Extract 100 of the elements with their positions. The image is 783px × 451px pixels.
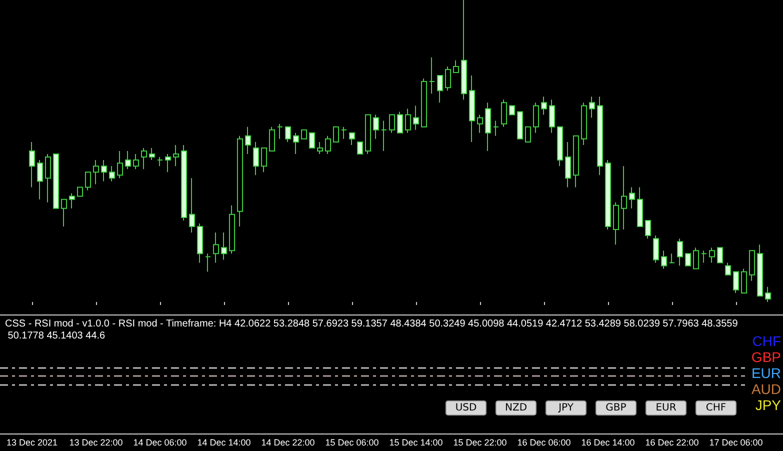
x-tick-label: 14 Dec 22:00 bbox=[261, 438, 315, 448]
x-tick-label: 17 Dec 06:00 bbox=[709, 438, 763, 448]
x-tick-label: 15 Dec 22:00 bbox=[453, 438, 507, 448]
candlestick bbox=[245, 126, 251, 155]
candlestick bbox=[749, 250, 755, 282]
candlestick bbox=[485, 102, 491, 152]
candlestick bbox=[621, 166, 627, 230]
candlestick bbox=[309, 132, 315, 148]
text: USD bbox=[455, 402, 477, 414]
candlestick bbox=[149, 147, 155, 161]
candlestick bbox=[661, 250, 667, 270]
candlestick bbox=[317, 141, 323, 155]
candlestick bbox=[421, 78, 427, 128]
candlestick bbox=[389, 114, 395, 134]
candlestick bbox=[645, 220, 651, 240]
candlestick bbox=[613, 202, 619, 246]
candlestick bbox=[493, 120, 499, 136]
candlestick bbox=[509, 105, 515, 116]
candlestick bbox=[525, 126, 531, 142]
candlestick bbox=[213, 232, 219, 264]
candlestick bbox=[589, 96, 595, 118]
candlestick bbox=[61, 198, 67, 227]
candlestick bbox=[77, 186, 83, 197]
candlestick bbox=[469, 75, 475, 142]
candlestick bbox=[229, 204, 235, 254]
candlestick bbox=[629, 186, 635, 209]
candlestick bbox=[717, 247, 723, 264]
candlestick bbox=[757, 244, 763, 296]
text: JPY bbox=[558, 402, 574, 414]
candlestick bbox=[429, 56, 435, 94]
candlestick bbox=[677, 238, 683, 266]
x-tick-label: 15 Dec 06:00 bbox=[325, 438, 379, 448]
candlestick bbox=[333, 126, 339, 142]
candlestick bbox=[285, 126, 291, 142]
candlestick bbox=[85, 172, 91, 191]
candlestick bbox=[565, 141, 571, 188]
text: CHF bbox=[706, 402, 726, 414]
x-tick-label: 14 Dec 06:00 bbox=[133, 438, 187, 448]
candlestick bbox=[109, 166, 115, 182]
candlestick bbox=[117, 150, 123, 179]
candlestick bbox=[501, 99, 507, 128]
candlestick bbox=[445, 66, 451, 92]
text: CHF bbox=[752, 333, 782, 349]
candlestick bbox=[269, 126, 275, 152]
candlestick bbox=[397, 111, 403, 134]
candlestick bbox=[597, 96, 603, 176]
candlestick bbox=[733, 271, 739, 294]
candlestick bbox=[709, 247, 715, 264]
candlestick bbox=[157, 156, 163, 167]
text: AUD bbox=[751, 381, 782, 397]
candlestick bbox=[437, 75, 443, 104]
candlestick bbox=[365, 114, 371, 155]
candlestick bbox=[189, 178, 195, 234]
candlestick bbox=[413, 105, 419, 130]
candlestick bbox=[301, 129, 307, 140]
candlestick bbox=[557, 126, 563, 167]
candlestick bbox=[701, 250, 707, 264]
candlestick bbox=[197, 222, 203, 264]
x-tick-label: 15 Dec 14:00 bbox=[389, 438, 443, 448]
x-tick-label: 16 Dec 14:00 bbox=[581, 438, 635, 448]
candlestick bbox=[221, 232, 227, 260]
candlestick bbox=[253, 141, 259, 176]
candlestick bbox=[205, 253, 211, 272]
text: EUR bbox=[751, 365, 782, 381]
candlestick bbox=[477, 114, 483, 134]
candlestick bbox=[53, 154, 59, 209]
candlestick bbox=[549, 99, 555, 134]
candlestick bbox=[133, 154, 139, 170]
candlestick bbox=[765, 286, 771, 302]
x-tick-label: 13 Dec 22:00 bbox=[69, 438, 123, 448]
candlestick bbox=[101, 160, 107, 182]
text: CSS - RSI mod - v1.0.0 - RSI mod - Timeframe: H4 42.0622 53.2848 57.6923 59.1357 48.4384 50.3249 45.0098 44.0519 42.4712 53.4289 58.0239 57.7963 48.3559 50.1778 45.1403 44.6 bbox=[5, 318, 738, 342]
candlestick bbox=[181, 144, 187, 221]
candlestick bbox=[349, 132, 355, 146]
candlestick bbox=[373, 114, 379, 140]
candlestick bbox=[293, 132, 299, 155]
candlestick bbox=[141, 147, 147, 170]
candlestick bbox=[381, 120, 387, 152]
candlestick bbox=[573, 135, 579, 188]
candlestick bbox=[669, 253, 675, 264]
candlestick bbox=[685, 253, 691, 266]
candlestick bbox=[725, 262, 731, 276]
candlestick bbox=[237, 135, 243, 227]
x-tick-label: 16 Dec 22:00 bbox=[645, 438, 699, 448]
x-tick-label: 14 Dec 14:00 bbox=[197, 438, 251, 448]
text: GBP bbox=[751, 349, 782, 365]
candlestick bbox=[37, 160, 43, 200]
text: EUR bbox=[656, 402, 676, 414]
candlestick bbox=[93, 160, 99, 185]
candlestick bbox=[261, 147, 267, 173]
candlestick bbox=[533, 102, 539, 134]
text: JPY bbox=[755, 397, 782, 413]
candlestick bbox=[637, 186, 643, 227]
x-tick-label: 16 Dec 06:00 bbox=[517, 438, 571, 448]
candlestick bbox=[605, 160, 611, 230]
candlestick bbox=[29, 141, 35, 188]
candlestick bbox=[517, 111, 523, 140]
text: NZD bbox=[504, 402, 528, 414]
candlestick bbox=[653, 235, 659, 264]
candlestick bbox=[453, 60, 459, 73]
